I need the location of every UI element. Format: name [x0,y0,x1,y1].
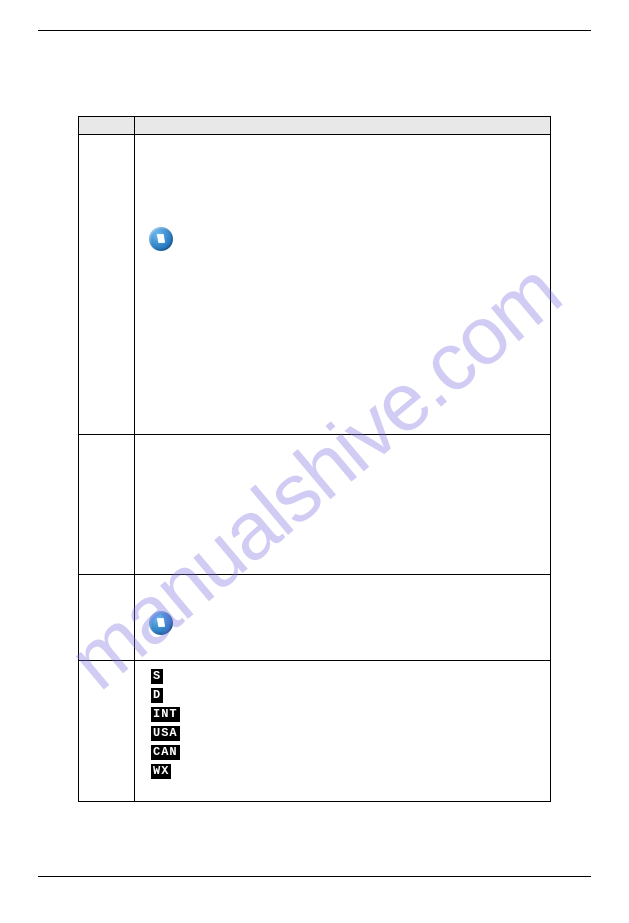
header-cell-2 [135,117,550,134]
badge-usa: USA [151,726,180,741]
badge-int: INT [151,707,180,722]
note-icon [149,227,173,251]
badge-d: D [151,688,163,703]
badge-s: S [151,669,163,684]
note-icon [149,611,173,635]
table-row [79,575,550,661]
table-row [79,135,550,435]
bottom-horizontal-rule [38,876,591,877]
row4-cell2: S D INT USA CAN WX [135,661,550,801]
content-table: S D INT USA CAN WX [78,116,551,802]
table-row [79,435,550,575]
row3-cell2 [135,575,550,660]
row2-cell2 [135,435,550,574]
row3-cell1 [79,575,135,660]
badge-wx: WX [151,764,171,779]
row1-cell1 [79,135,135,434]
row2-cell1 [79,435,135,574]
badge-stack: S D INT USA CAN WX [151,669,180,779]
table-header-row [79,117,550,135]
header-cell-1 [79,117,135,134]
row4-cell1 [79,661,135,801]
table-row: S D INT USA CAN WX [79,661,550,801]
row1-cell2 [135,135,550,434]
top-horizontal-rule [38,30,591,31]
badge-can: CAN [151,745,180,760]
